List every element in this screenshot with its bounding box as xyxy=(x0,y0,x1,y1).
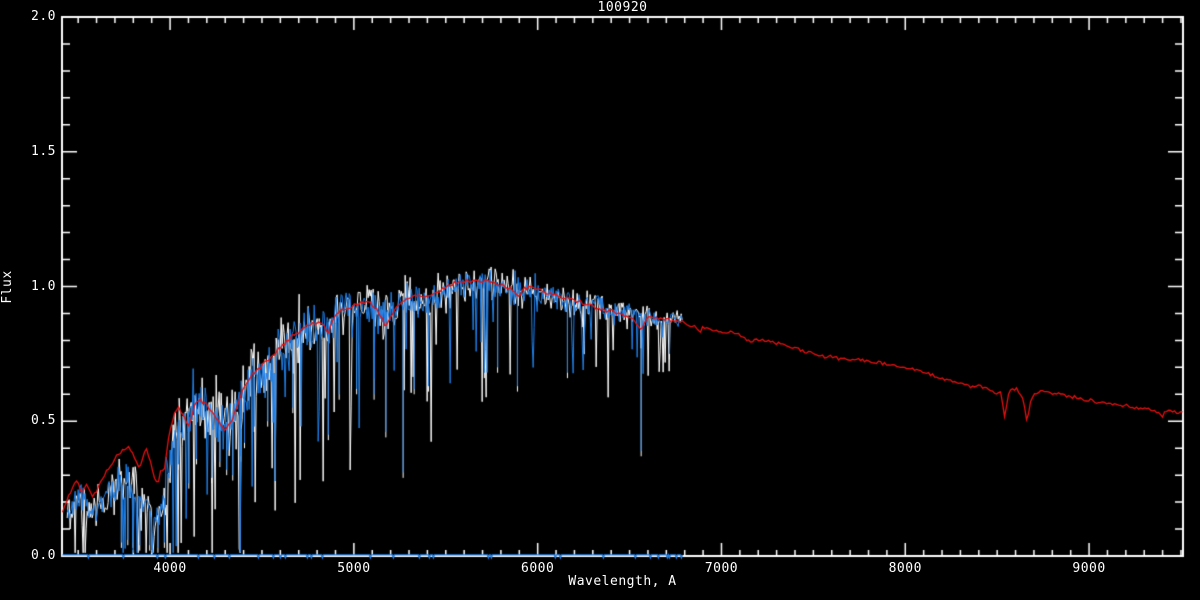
y-tick-label: 0.5 xyxy=(31,413,56,429)
x-tick-label: 9000 xyxy=(1072,561,1106,576)
x-tick-label: 7000 xyxy=(704,561,739,576)
y-tick-label: 1.5 xyxy=(31,143,56,159)
x-tick-label: 4000 xyxy=(153,561,187,576)
x-axis-title: Wavelength, A xyxy=(568,574,677,589)
y-tick-label: 1.0 xyxy=(31,278,56,294)
y-axis-title: Flux xyxy=(0,270,15,304)
x-tick-label: 8000 xyxy=(888,561,922,576)
x-tick-label: 6000 xyxy=(521,561,555,576)
y-tick-label: 0.0 xyxy=(31,548,56,563)
y-tick-label: 2.0 xyxy=(31,9,56,24)
plot-title: 100920 xyxy=(597,0,648,15)
x-tick-label: 5000 xyxy=(337,561,371,576)
